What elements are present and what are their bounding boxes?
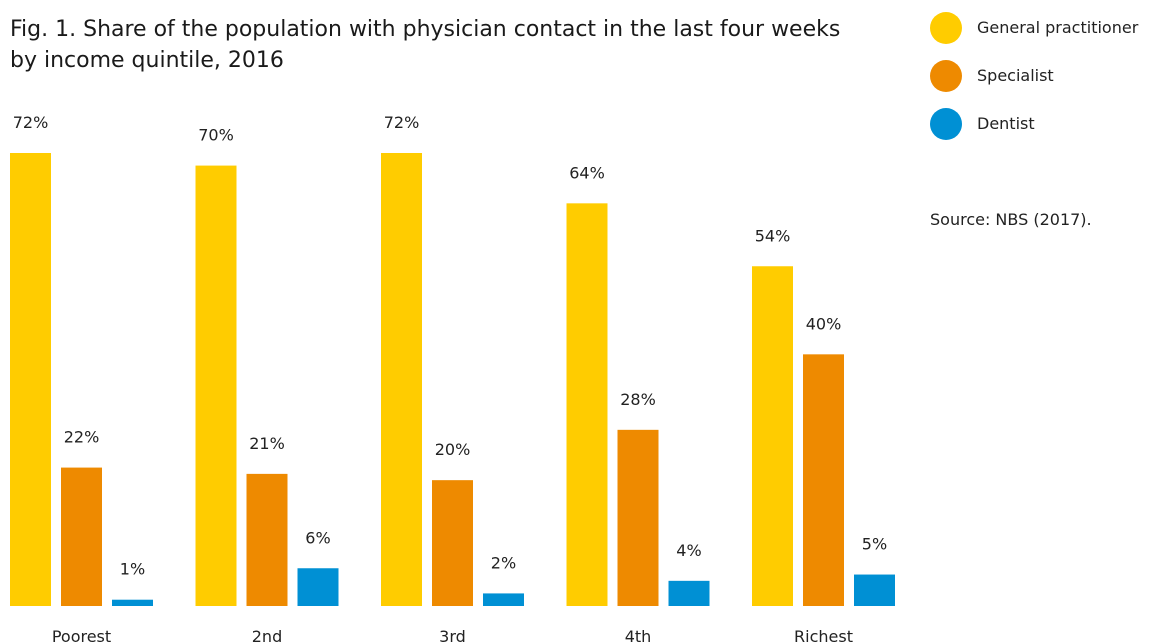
- bar-3rd-general-practitioner: [381, 153, 422, 606]
- bar-poorest-general-practitioner: [10, 153, 51, 606]
- bar-richest-general-practitioner: [752, 266, 793, 606]
- data-label-4th-general-practitioner: 64%: [569, 163, 605, 182]
- bar-richest-dentist: [854, 574, 895, 606]
- bar-chart: 72% 22% 1% Poorest 70% 21% 6% 2nd 72% 20% 2% 3rd 64%…: [10, 113, 895, 643]
- bar-4th-specialist: [617, 429, 659, 606]
- bar-2nd-specialist: [246, 473, 288, 606]
- data-label-3rd-general-practitioner: 72%: [384, 113, 420, 132]
- bar-richest-specialist: [803, 354, 844, 606]
- data-label-2nd-dentist: 6%: [305, 528, 330, 547]
- category-label-4th: 4th: [625, 627, 652, 643]
- category-label-2nd: 2nd: [252, 627, 282, 643]
- bar-3rd-specialist: [432, 480, 473, 606]
- data-label-richest-dentist: 5%: [862, 535, 887, 554]
- category-label-poorest: Poorest: [52, 627, 111, 643]
- data-label-4th-dentist: 4%: [676, 541, 701, 560]
- legend-swatch-specialist: [930, 60, 962, 92]
- data-label-poorest-dentist: 1%: [120, 560, 145, 579]
- chart-title: Fig. 1. Share of the population with phy…: [10, 17, 841, 73]
- category-label-richest: Richest: [794, 627, 853, 643]
- data-label-poorest-specialist: 22%: [64, 428, 100, 447]
- data-label-2nd-specialist: 21%: [249, 434, 285, 453]
- data-label-2nd-general-practitioner: 70%: [198, 126, 234, 145]
- bar-poorest-specialist: [61, 467, 102, 606]
- bar-4th-dentist: [668, 580, 710, 606]
- data-label-richest-specialist: 40%: [806, 314, 842, 333]
- data-label-richest-general-practitioner: 54%: [755, 226, 791, 245]
- legend-label-general-practitioner: General practitioner: [977, 18, 1139, 37]
- legend-label-specialist: Specialist: [977, 66, 1054, 85]
- bar-3rd-dentist: [483, 593, 524, 606]
- data-label-3rd-dentist: 2%: [491, 553, 516, 572]
- bar-2nd-general-practitioner: [195, 165, 237, 607]
- bar-4th-general-practitioner: [566, 203, 608, 607]
- data-label-4th-specialist: 28%: [620, 390, 656, 409]
- bar-2nd-dentist: [297, 568, 339, 606]
- category-label-3rd: 3rd: [439, 627, 466, 643]
- legend-swatch-dentist: [930, 108, 962, 140]
- data-label-poorest-general-practitioner: 72%: [13, 113, 49, 132]
- bar-poorest-dentist: [112, 599, 153, 606]
- source-note: Source: NBS (2017).: [930, 210, 1092, 229]
- data-label-3rd-specialist: 20%: [435, 440, 471, 459]
- legend-label-dentist: Dentist: [977, 114, 1035, 133]
- legend-swatch-general-practitioner: [930, 12, 962, 44]
